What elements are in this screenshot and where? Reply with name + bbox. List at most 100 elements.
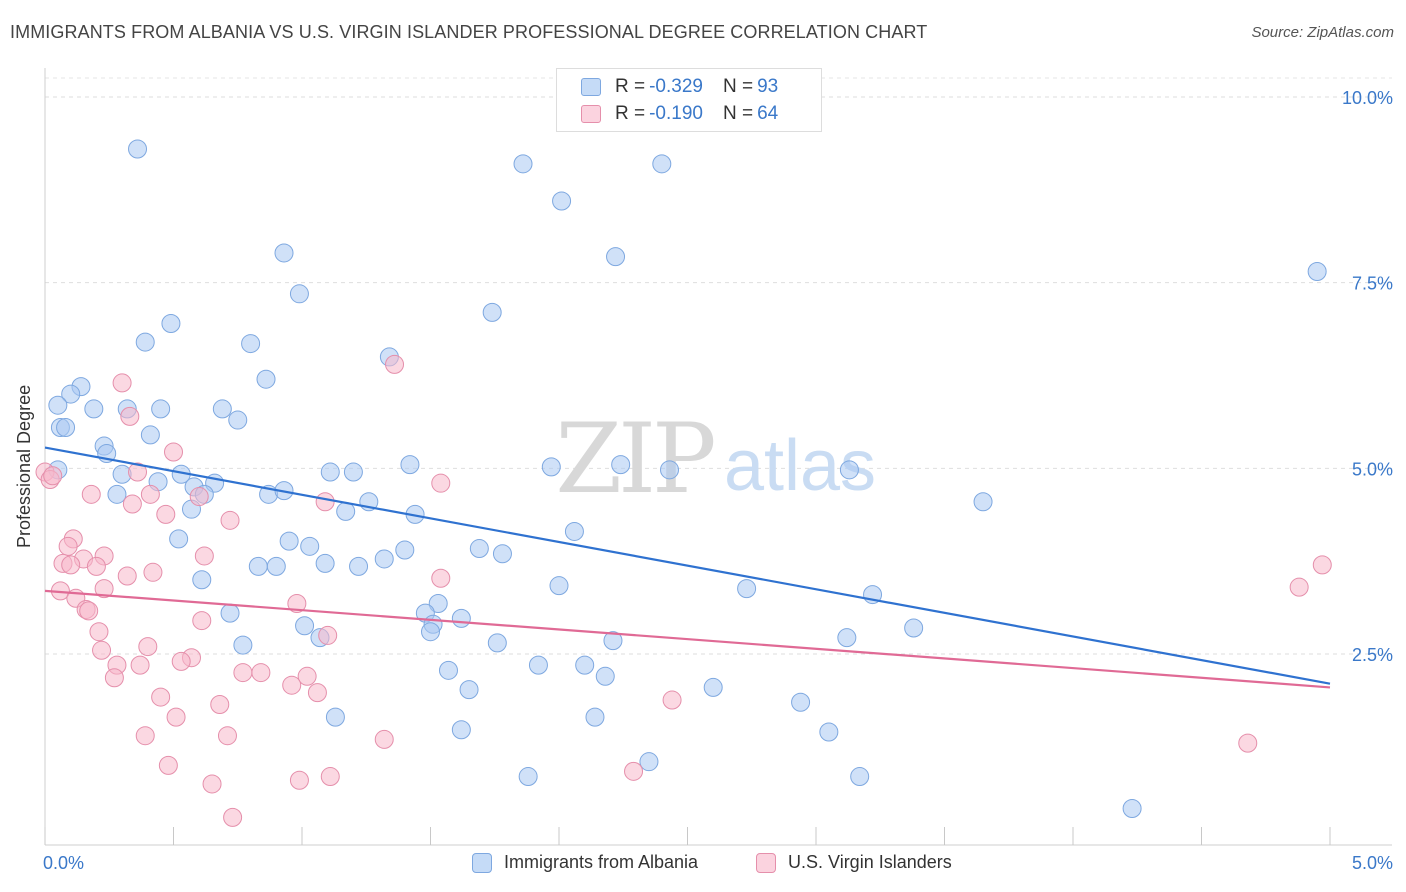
data-point[interactable]: [171, 651, 191, 671]
data-point[interactable]: [289, 284, 309, 304]
data-point[interactable]: [143, 562, 163, 582]
data-point[interactable]: [315, 553, 335, 573]
data-point[interactable]: [194, 546, 214, 566]
data-point[interactable]: [156, 504, 176, 524]
data-point[interactable]: [233, 663, 253, 683]
data-point[interactable]: [210, 695, 230, 715]
data-point[interactable]: [140, 425, 160, 445]
data-point[interactable]: [297, 666, 317, 686]
data-point[interactable]: [151, 399, 171, 419]
data-point[interactable]: [549, 576, 569, 596]
data-point[interactable]: [251, 663, 271, 683]
data-point[interactable]: [492, 544, 512, 564]
data-point[interactable]: [1307, 262, 1327, 282]
data-point[interactable]: [385, 354, 405, 374]
data-point[interactable]: [128, 139, 148, 159]
data-point[interactable]: [279, 531, 299, 551]
data-point[interactable]: [212, 399, 232, 419]
data-point[interactable]: [639, 752, 659, 772]
data-point[interactable]: [552, 191, 572, 211]
data-point[interactable]: [79, 601, 99, 621]
data-point[interactable]: [140, 484, 160, 504]
data-point[interactable]: [307, 683, 327, 703]
data-point[interactable]: [287, 593, 307, 613]
data-point[interactable]: [274, 243, 294, 263]
data-point[interactable]: [202, 774, 222, 794]
data-point[interactable]: [837, 628, 857, 648]
data-point[interactable]: [1312, 555, 1332, 575]
data-point[interactable]: [703, 677, 723, 697]
data-point[interactable]: [192, 570, 212, 590]
data-point[interactable]: [56, 417, 76, 437]
data-point[interactable]: [112, 373, 132, 393]
data-point[interactable]: [487, 633, 507, 653]
data-point[interactable]: [161, 314, 181, 334]
data-point[interactable]: [518, 767, 538, 787]
data-point[interactable]: [1238, 733, 1258, 753]
data-point[interactable]: [92, 640, 112, 660]
data-point[interactable]: [459, 680, 479, 700]
data-point[interactable]: [220, 510, 240, 530]
data-point[interactable]: [120, 406, 140, 426]
data-point[interactable]: [564, 521, 584, 541]
data-point[interactable]: [248, 556, 268, 576]
data-point[interactable]: [61, 555, 81, 575]
data-point[interactable]: [84, 399, 104, 419]
data-point[interactable]: [61, 384, 81, 404]
data-point[interactable]: [737, 579, 757, 599]
data-point[interactable]: [585, 707, 605, 727]
data-point[interactable]: [819, 722, 839, 742]
data-point[interactable]: [318, 625, 338, 645]
data-point[interactable]: [904, 618, 924, 638]
data-point[interactable]: [315, 492, 335, 512]
data-point[interactable]: [104, 668, 124, 688]
data-point[interactable]: [662, 690, 682, 710]
data-point[interactable]: [192, 611, 212, 631]
data-point[interactable]: [431, 568, 451, 588]
data-point[interactable]: [282, 675, 302, 695]
data-point[interactable]: [528, 655, 548, 675]
data-point[interactable]: [130, 655, 150, 675]
data-point[interactable]: [395, 540, 415, 560]
data-point[interactable]: [138, 637, 158, 657]
data-point[interactable]: [164, 442, 183, 462]
data-point[interactable]: [233, 635, 253, 655]
data-point[interactable]: [86, 556, 106, 576]
legend-item-virgin-islanders[interactable]: U.S. Virgin Islanders: [756, 852, 952, 873]
data-point[interactable]: [220, 603, 240, 623]
data-point[interactable]: [451, 608, 471, 628]
data-point[interactable]: [122, 494, 142, 514]
data-point[interactable]: [117, 566, 137, 586]
data-point[interactable]: [48, 395, 68, 415]
data-point[interactable]: [325, 707, 345, 727]
data-point[interactable]: [228, 410, 248, 430]
data-point[interactable]: [624, 761, 644, 781]
data-point[interactable]: [151, 687, 171, 707]
data-point[interactable]: [1122, 798, 1142, 818]
data-point[interactable]: [421, 622, 440, 642]
data-point[interactable]: [169, 529, 189, 549]
data-point[interactable]: [189, 487, 209, 507]
data-point[interactable]: [428, 593, 448, 613]
data-point[interactable]: [541, 457, 561, 477]
data-point[interactable]: [295, 616, 315, 636]
data-point[interactable]: [107, 484, 127, 504]
data-point[interactable]: [135, 726, 155, 746]
data-point[interactable]: [513, 154, 533, 174]
data-point[interactable]: [158, 755, 178, 775]
data-point[interactable]: [336, 501, 356, 521]
data-point[interactable]: [1289, 577, 1309, 597]
data-point[interactable]: [603, 631, 623, 651]
data-point[interactable]: [241, 334, 261, 354]
data-point[interactable]: [482, 302, 502, 322]
data-point[interactable]: [595, 666, 615, 686]
data-point[interactable]: [611, 455, 631, 475]
data-point[interactable]: [850, 767, 870, 787]
data-point[interactable]: [89, 622, 109, 642]
data-point[interactable]: [94, 579, 114, 599]
data-point[interactable]: [217, 726, 237, 746]
data-point[interactable]: [606, 247, 626, 267]
data-point[interactable]: [374, 549, 394, 569]
data-point[interactable]: [400, 455, 420, 475]
data-point[interactable]: [266, 556, 286, 576]
